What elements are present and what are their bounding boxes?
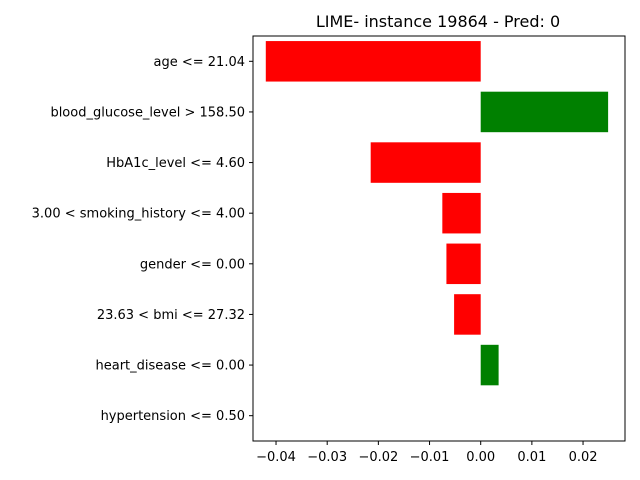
bar-6: [480, 344, 499, 386]
bar-0: [265, 41, 481, 82]
bar-1: [480, 91, 609, 133]
y-tick-label-3: 3.00 < smoking_history <= 4.00: [32, 207, 245, 222]
y-tick-label-5: 23.63 < bmi <= 27.32: [97, 308, 245, 323]
bar-2: [370, 142, 481, 183]
x-tick-label-2: −0.02: [358, 450, 398, 465]
x-tick-label-3: −0.01: [410, 450, 450, 465]
x-tick-label-0: −0.04: [256, 450, 296, 465]
y-axis-ticks: age <= 21.04 blood_glucose_level > 158.50…: [32, 55, 253, 424]
x-tick-label-6: 0.02: [569, 450, 598, 465]
bar-4: [446, 243, 481, 285]
y-tick-label-7: hypertension <= 0.50: [101, 409, 245, 424]
x-tick-label-5: 0.01: [517, 450, 546, 465]
bar-5: [454, 294, 481, 335]
bar-3: [442, 192, 481, 234]
x-axis-ticks: −0.04 −0.03 −0.02 −0.01 0.00 0.01 0.02: [256, 441, 598, 465]
x-tick-label-1: −0.03: [307, 450, 347, 465]
y-tick-label-1: blood_glucose_level > 158.50: [50, 105, 245, 120]
x-tick-label-4: 0.00: [466, 450, 495, 465]
y-tick-label-6: heart_disease <= 0.00: [95, 359, 245, 374]
y-tick-label-2: HbA1c_level <= 4.60: [106, 156, 245, 171]
plot-frame: [252, 35, 626, 442]
bars-group: [265, 41, 609, 386]
chart-title: LIME- instance 19864 - Pred: 0: [316, 12, 560, 31]
y-tick-label-0: age <= 21.04: [154, 55, 245, 70]
y-tick-label-4: gender <= 0.00: [140, 257, 245, 272]
